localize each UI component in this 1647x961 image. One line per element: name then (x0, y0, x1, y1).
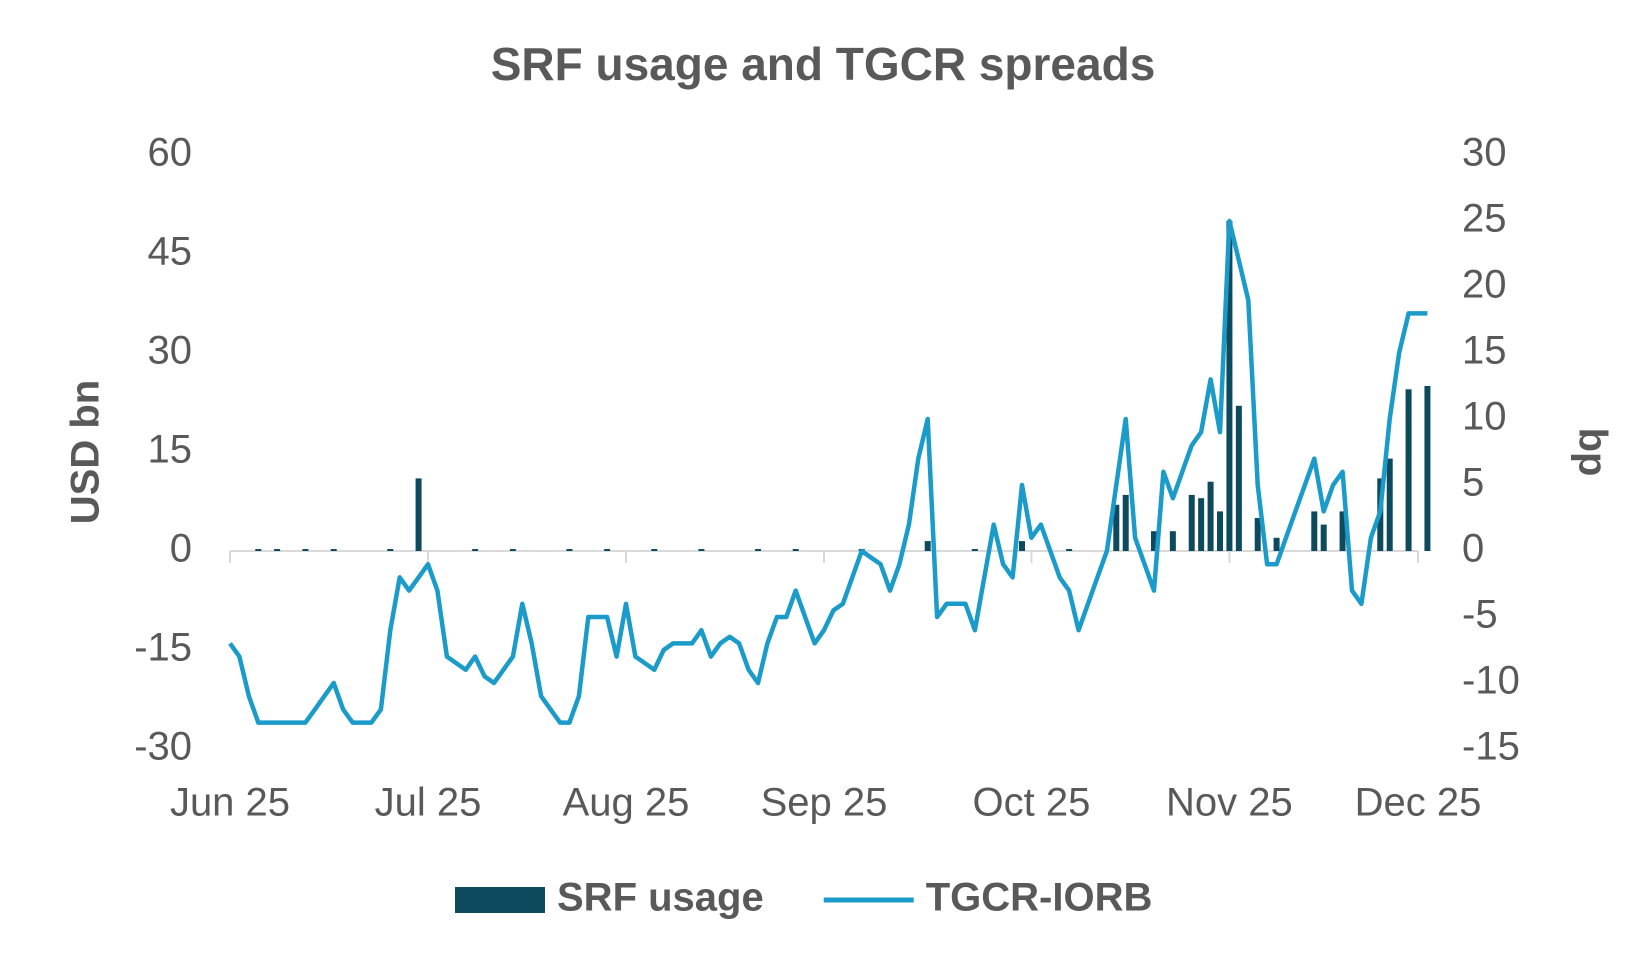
y2-axis-label: bp (1570, 428, 1614, 477)
y2-tick-label: 10 (1462, 395, 1507, 439)
bar (1273, 537, 1280, 551)
bar (1188, 494, 1195, 551)
bar (604, 549, 611, 551)
bar (1122, 494, 1129, 551)
bar (1405, 389, 1412, 551)
bar (971, 549, 978, 551)
chart-title: SRF usage and TGCR spreads (491, 38, 1156, 90)
bar (1386, 458, 1393, 551)
x-tick-label: Jun 25 (170, 781, 290, 825)
bar (1169, 531, 1176, 551)
bar (472, 549, 479, 551)
bar (302, 549, 309, 551)
y2-tick-label: 30 (1462, 131, 1507, 175)
y-tick-label: 30 (148, 329, 193, 373)
bar (330, 549, 337, 551)
bar (1217, 511, 1223, 551)
bar (274, 549, 281, 551)
bar (509, 549, 516, 551)
bar (1311, 511, 1318, 551)
bar (755, 549, 761, 551)
y2-tick-label: 5 (1462, 461, 1484, 505)
bar (651, 549, 658, 551)
y-tick-label: -30 (134, 725, 192, 769)
x-tick-label: Oct 25 (973, 781, 1091, 825)
y2-tick-label: 20 (1462, 263, 1507, 307)
bar (566, 549, 573, 551)
y2-tick-label: 0 (1462, 527, 1484, 571)
x-tick-label: Dec 25 (1355, 781, 1482, 825)
y2-tick-label: 15 (1462, 329, 1507, 373)
legend-label: SRF usage (557, 876, 764, 920)
y2-tick-label: 25 (1462, 197, 1507, 241)
bar (1424, 386, 1431, 551)
bar (1198, 498, 1205, 551)
x-tick-label: Jul 25 (375, 781, 482, 825)
bar (1320, 524, 1327, 551)
y-tick-label: 60 (148, 131, 193, 175)
y2-tick-label: -15 (1462, 725, 1520, 769)
bar (698, 549, 705, 551)
bar (1254, 518, 1261, 551)
bar (924, 541, 931, 551)
bar (255, 549, 262, 551)
bar (1207, 481, 1214, 551)
y-tick-label: 0 (170, 527, 192, 571)
bar (1151, 531, 1157, 551)
bar (1019, 541, 1025, 551)
y-tick-label: 45 (148, 230, 193, 274)
y-axis-label: USD bn (64, 380, 108, 524)
legend-label: TGCR-IORB (926, 876, 1153, 920)
legend-swatch (455, 887, 545, 913)
x-tick-label: Aug 25 (563, 781, 690, 825)
bar (415, 478, 422, 551)
y-tick-label: -15 (134, 626, 192, 670)
y-tick-label: 15 (148, 428, 193, 472)
y2-tick-label: -5 (1462, 593, 1498, 637)
y2-tick-label: -10 (1462, 659, 1520, 703)
line (228, 218, 1428, 725)
bar (387, 549, 394, 551)
bar (1113, 504, 1120, 551)
bar (1339, 511, 1346, 551)
bar (1235, 405, 1242, 551)
x-tick-label: Nov 25 (1166, 781, 1293, 825)
x-tick-label: Sep 25 (761, 781, 888, 825)
bar (1226, 221, 1233, 551)
bar (792, 549, 799, 551)
bar (1066, 549, 1073, 551)
